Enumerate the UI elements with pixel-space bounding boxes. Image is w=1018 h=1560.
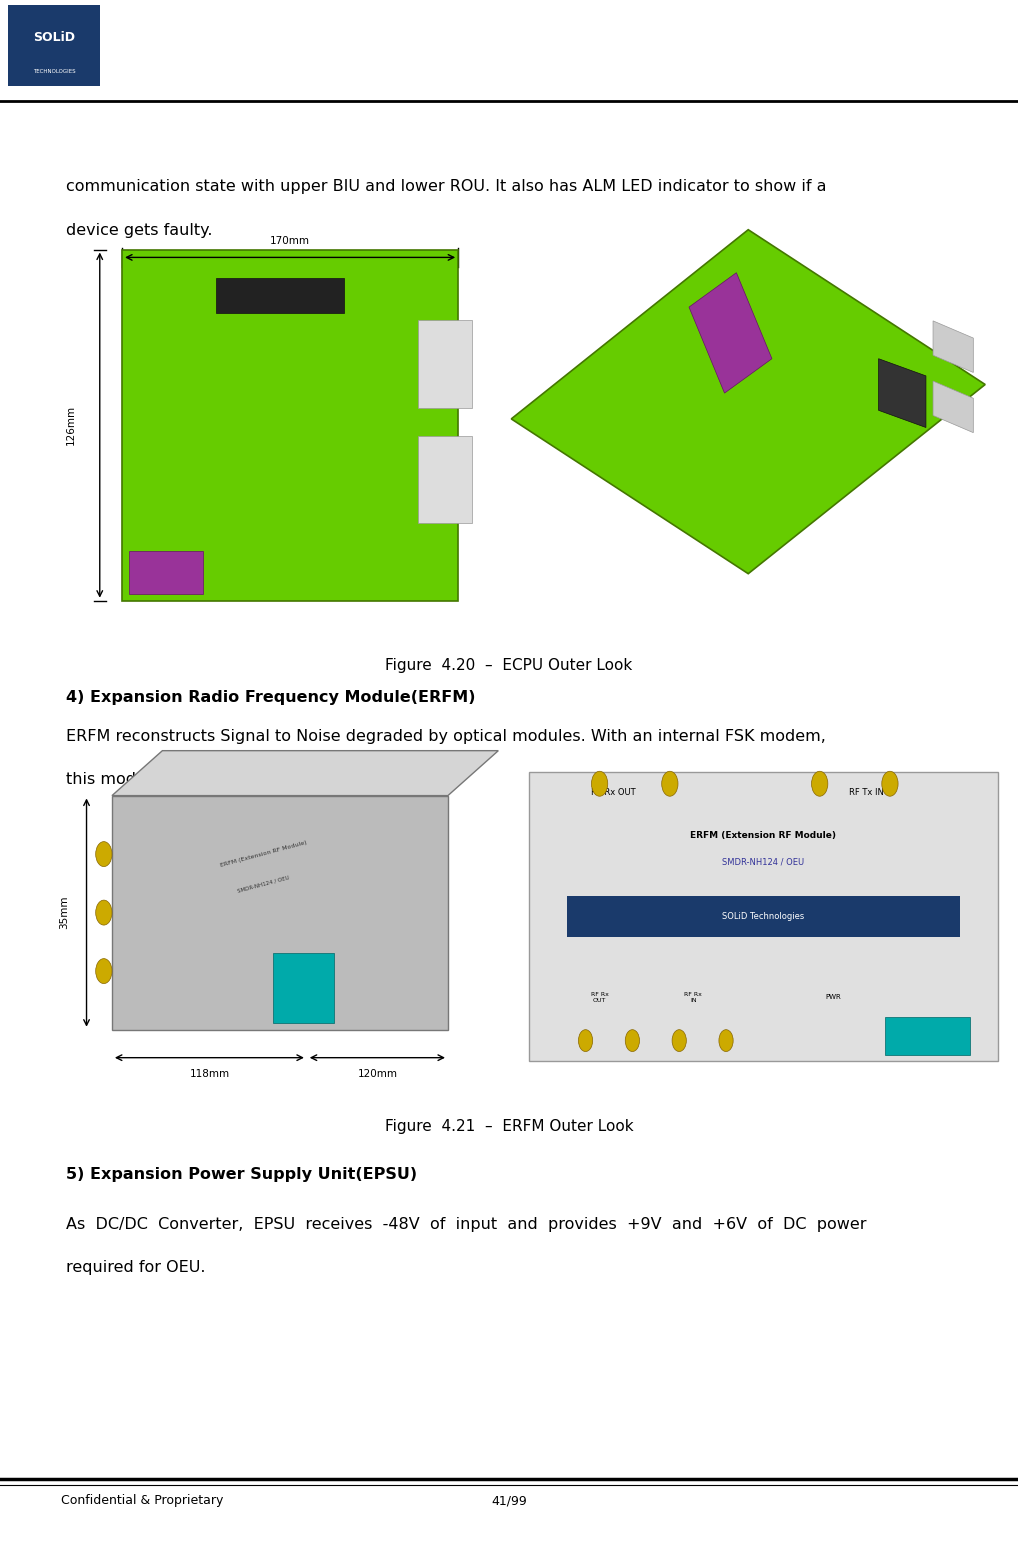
Circle shape bbox=[578, 1030, 592, 1051]
Circle shape bbox=[882, 771, 898, 796]
FancyBboxPatch shape bbox=[122, 250, 458, 601]
FancyBboxPatch shape bbox=[112, 796, 448, 1030]
Text: SOLiD Technologies: SOLiD Technologies bbox=[723, 913, 804, 920]
Text: RF Tx IN: RF Tx IN bbox=[849, 788, 884, 797]
Text: Figure  4.21  –  ERFM Outer Look: Figure 4.21 – ERFM Outer Look bbox=[385, 1119, 633, 1134]
Circle shape bbox=[96, 900, 112, 925]
Text: PWR: PWR bbox=[826, 994, 842, 1000]
Text: ERFM (Extension RF Module): ERFM (Extension RF Module) bbox=[690, 831, 837, 841]
FancyBboxPatch shape bbox=[273, 953, 334, 1023]
Text: device gets faulty.: device gets faulty. bbox=[66, 223, 213, 239]
Text: 118mm: 118mm bbox=[189, 1069, 229, 1078]
Text: ERFM reconstructs Signal to Noise degraded by optical modules. With an internal : ERFM reconstructs Signal to Noise degrad… bbox=[66, 729, 826, 744]
FancyBboxPatch shape bbox=[61, 725, 957, 1100]
Text: 35mm: 35mm bbox=[59, 895, 69, 930]
Polygon shape bbox=[934, 381, 973, 432]
Text: Confidential & Proprietary: Confidential & Proprietary bbox=[61, 1494, 224, 1507]
FancyBboxPatch shape bbox=[61, 195, 957, 640]
FancyBboxPatch shape bbox=[216, 278, 344, 312]
FancyBboxPatch shape bbox=[886, 1017, 969, 1055]
Circle shape bbox=[719, 1030, 733, 1051]
Text: SOLiD: SOLiD bbox=[33, 31, 75, 44]
Circle shape bbox=[591, 771, 608, 796]
Text: SMDR-NH124 / OEU: SMDR-NH124 / OEU bbox=[236, 875, 290, 894]
FancyBboxPatch shape bbox=[567, 897, 960, 936]
Text: 120mm: 120mm bbox=[357, 1069, 397, 1078]
Circle shape bbox=[811, 771, 828, 796]
FancyBboxPatch shape bbox=[8, 5, 100, 86]
Polygon shape bbox=[879, 359, 926, 427]
Circle shape bbox=[96, 842, 112, 867]
Polygon shape bbox=[112, 750, 498, 796]
Text: 4) Expansion Radio Frequency Module(ERFM): 4) Expansion Radio Frequency Module(ERFM… bbox=[66, 690, 475, 705]
Polygon shape bbox=[934, 321, 973, 373]
Text: required for OEU.: required for OEU. bbox=[66, 1260, 206, 1276]
FancyBboxPatch shape bbox=[417, 435, 471, 524]
Circle shape bbox=[96, 958, 112, 984]
Circle shape bbox=[625, 1030, 639, 1051]
Text: 41/99: 41/99 bbox=[491, 1494, 527, 1507]
Text: TECHNOLOGIES: TECHNOLOGIES bbox=[33, 69, 75, 73]
FancyBboxPatch shape bbox=[529, 772, 998, 1061]
Text: 5) Expansion Power Supply Unit(EPSU): 5) Expansion Power Supply Unit(EPSU) bbox=[66, 1167, 417, 1182]
Text: this module communicates with ROU.: this module communicates with ROU. bbox=[66, 772, 369, 788]
Text: RF Rx
OUT: RF Rx OUT bbox=[590, 992, 609, 1003]
Polygon shape bbox=[689, 273, 772, 393]
Text: 170mm: 170mm bbox=[270, 237, 310, 246]
Text: communication state with upper BIU and lower ROU. It also has ALM LED indicator : communication state with upper BIU and l… bbox=[66, 179, 827, 195]
Text: ERFM (Extension RF Module): ERFM (Extension RF Module) bbox=[219, 841, 307, 867]
Text: Figure  4.20  –  ECPU Outer Look: Figure 4.20 – ECPU Outer Look bbox=[386, 658, 632, 674]
Polygon shape bbox=[511, 229, 985, 574]
Text: RF Rx OUT: RF Rx OUT bbox=[591, 788, 636, 797]
Text: RF Rx
IN: RF Rx IN bbox=[684, 992, 702, 1003]
FancyBboxPatch shape bbox=[417, 320, 471, 407]
Text: As  DC/DC  Converter,  EPSU  receives  -48V  of  input  and  provides  +9V  and : As DC/DC Converter, EPSU receives -48V o… bbox=[66, 1217, 866, 1232]
Text: SMDR-NH124 / OEU: SMDR-NH124 / OEU bbox=[723, 856, 804, 866]
FancyBboxPatch shape bbox=[129, 552, 203, 594]
Circle shape bbox=[672, 1030, 686, 1051]
Circle shape bbox=[662, 771, 678, 796]
Text: 126mm: 126mm bbox=[66, 406, 76, 445]
